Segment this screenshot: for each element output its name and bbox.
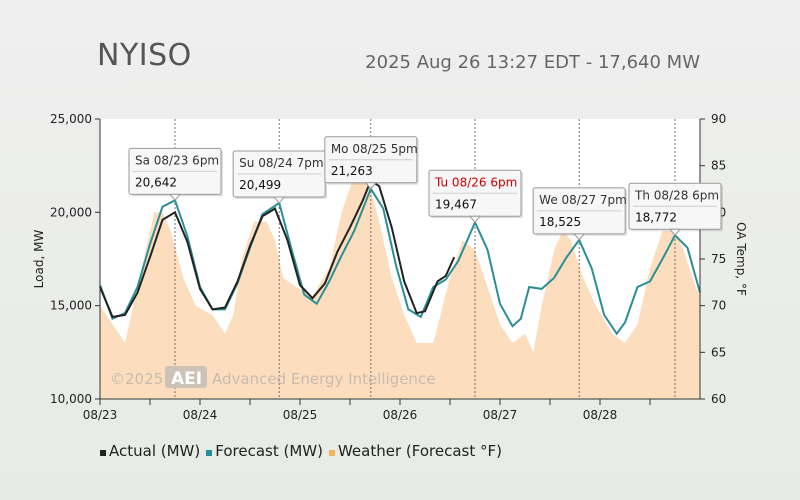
callout-value: 19,467 — [435, 197, 477, 211]
legend-item-actual[interactable]: Actual (MW) — [100, 442, 200, 460]
callout-value: 18,772 — [635, 210, 677, 224]
legend-item-weather[interactable]: Weather (Forecast °F) — [328, 442, 502, 460]
y-tick-label-0: 10,000 — [50, 392, 92, 406]
x-tick-label-0: 08/23 — [83, 408, 118, 422]
y-axis-label: Load, MW — [32, 230, 46, 289]
callout-value: 21,263 — [331, 164, 373, 178]
y2-tick-label-5: 85 — [711, 159, 726, 173]
legend: Actual (MW) Forecast (MW) Weather (Forec… — [100, 442, 502, 460]
page-title: NYISO — [97, 38, 192, 73]
legend-swatch-weather — [328, 449, 335, 456]
callout-pointer — [364, 182, 377, 190]
legend-label-weather: Weather (Forecast °F) — [337, 442, 502, 460]
y2-tick-label-2: 70 — [711, 299, 726, 313]
x-tick-label-1: 08/24 — [183, 408, 218, 422]
callout-pointer — [468, 215, 482, 224]
callout-label: Th 08/28 6pm — [634, 188, 719, 202]
legend-label-forecast: Forecast (MW) — [215, 442, 323, 460]
series-lines — [99, 179, 701, 336]
callout-label: We 08/27 7pm — [539, 193, 627, 207]
aei-logo-text: AEI — [171, 369, 202, 389]
callout-pointer — [273, 196, 286, 204]
y2-tick-label-0: 60 — [711, 392, 726, 406]
peak-callout-4[interactable]: We 08/27 7pm 18,525 — [532, 187, 628, 241]
callout-pointer — [668, 228, 682, 237]
callout-pointer — [573, 233, 586, 241]
peak-callout-1[interactable]: Su 08/24 7pm 20,499 — [232, 150, 328, 204]
x-tick-label-2: 08/25 — [283, 408, 318, 422]
peak-annotations: Sa 08/23 6pm 20,642 Su 08/24 7pm 20,499 Mo 0… — [128, 136, 723, 241]
peak-callout-5[interactable]: Th 08/28 6pm 18,772 — [628, 182, 723, 237]
callout-value: 20,642 — [135, 175, 177, 189]
y2-tick-label-1: 65 — [711, 345, 726, 359]
y-tick-label-3: 25,000 — [50, 112, 92, 126]
peak-callout-0[interactable]: Sa 08/23 6pm 20,642 — [128, 147, 223, 202]
callout-label: Mo 08/25 5pm — [331, 142, 418, 156]
x-tick-label-5: 08/28 — [583, 408, 618, 422]
peak-callout-2[interactable]: Mo 08/25 5pm 21,263 — [324, 136, 419, 190]
legend-item-forecast[interactable]: Forecast (MW) — [206, 442, 323, 460]
y2-tick-label-6: 90 — [711, 112, 726, 126]
callout-label: Tu 08/26 6pm — [434, 175, 517, 189]
callout-label: Sa 08/23 6pm — [135, 153, 219, 167]
legend-label-actual: Actual (MW) — [109, 442, 201, 460]
peak-callout-3[interactable]: Tu 08/26 6pm 19,467 — [428, 169, 523, 224]
y-tick-label-2: 20,000 — [50, 205, 92, 219]
weather-area — [100, 175, 700, 399]
callout-value: 18,525 — [539, 215, 581, 229]
legend-swatch-forecast — [206, 449, 213, 456]
callout-value: 20,499 — [239, 178, 281, 192]
timestamp-load-readout: 2025 Aug 26 13:27 EDT - 17,640 MW — [365, 52, 700, 73]
callout-label: Su 08/24 7pm — [239, 156, 323, 170]
actual-line — [99, 179, 456, 319]
watermark-company: Advanced Energy Intelligence — [212, 370, 435, 388]
watermark: ©2025 AEI Advanced Energy Intelligence — [110, 366, 435, 389]
callout-pointer — [168, 193, 182, 202]
y2-axis-label: OA Temp, °F — [734, 222, 748, 296]
axes: 10,00015,00020,00025,0006065707580859008… — [32, 112, 748, 422]
y-tick-label-1: 15,000 — [50, 299, 92, 313]
watermark-year: ©2025 — [110, 370, 163, 388]
grid-layer — [174, 119, 676, 399]
x-tick-label-4: 08/27 — [483, 408, 518, 422]
legend-swatch-actual — [100, 449, 106, 456]
weather-area-layer — [100, 175, 700, 399]
aei-logo-box — [165, 366, 207, 388]
y2-tick-label-3: 75 — [711, 252, 726, 266]
x-tick-label-3: 08/26 — [383, 408, 418, 422]
